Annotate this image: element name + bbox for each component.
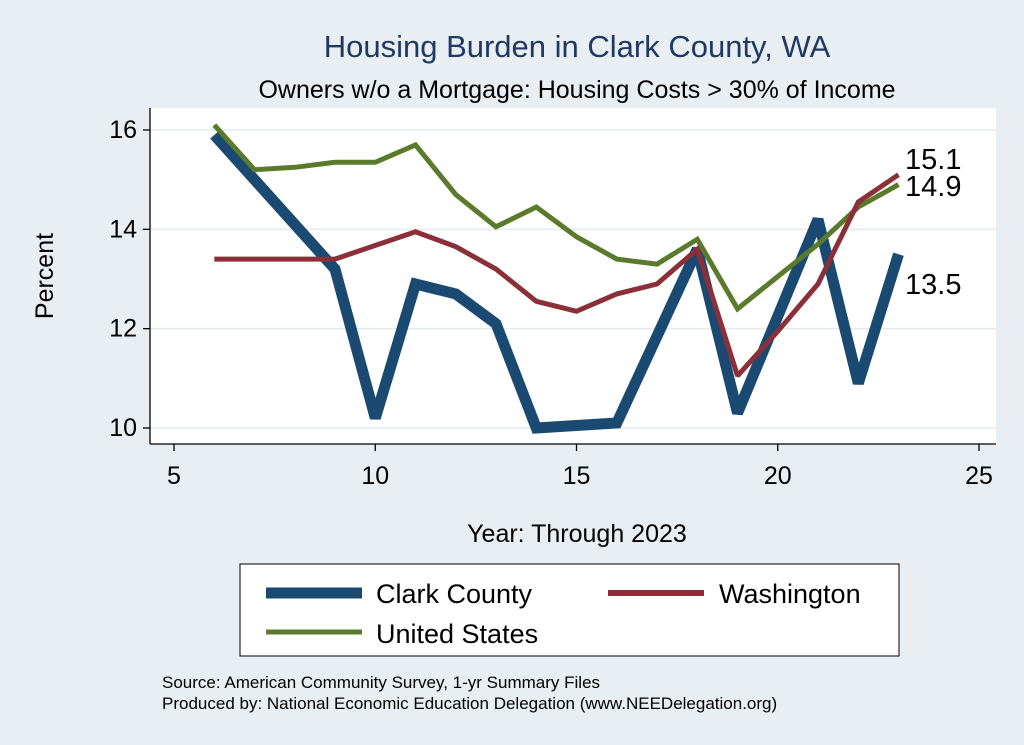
y-tick-label: 14 bbox=[109, 215, 137, 243]
y-tick-label: 10 bbox=[109, 414, 137, 442]
source-line: Source: American Community Survey, 1-yr … bbox=[162, 673, 600, 692]
legend-label-washington: Washington bbox=[719, 579, 861, 609]
end-labels: 13.5 15.114.9 bbox=[905, 144, 961, 301]
series-line-united-states bbox=[212, 123, 900, 313]
y-tick-label: 16 bbox=[109, 116, 137, 144]
x-tick-label: 20 bbox=[764, 462, 792, 490]
end-label-united-states: 14.9 bbox=[905, 171, 961, 203]
x-axis-label: Year: Through 2023 bbox=[467, 520, 687, 548]
x-tick-label: 5 bbox=[167, 462, 181, 490]
plot-area bbox=[150, 108, 996, 444]
chart-subtitle: Owners w/o a Mortgage: Housing Costs > 3… bbox=[258, 76, 895, 104]
x-tick-label: 10 bbox=[361, 462, 389, 490]
x-tick-label: 15 bbox=[563, 462, 591, 490]
end-label-washington: 15.1 bbox=[905, 144, 961, 176]
y-tick-label: 12 bbox=[109, 315, 137, 343]
legend-label-clark-county: Clark County bbox=[376, 579, 533, 609]
y-axis-label: Percent bbox=[31, 233, 59, 319]
producer-line: Produced by: National Economic Education… bbox=[162, 694, 777, 713]
chart-title: Housing Burden in Clark County, WA bbox=[324, 29, 831, 64]
end-label-clark-county: 13.5 bbox=[905, 269, 961, 301]
series-line-clark-county bbox=[210, 131, 904, 434]
x-tick-label: 25 bbox=[965, 462, 993, 490]
series-layer bbox=[210, 123, 904, 434]
axes: 10 12 14 16 5 10 15 20 25 bbox=[109, 108, 996, 490]
series-line-washington bbox=[214, 172, 900, 378]
legend: Clark County Washington United States bbox=[239, 563, 900, 657]
legend-label-united-states: United States bbox=[376, 619, 538, 649]
